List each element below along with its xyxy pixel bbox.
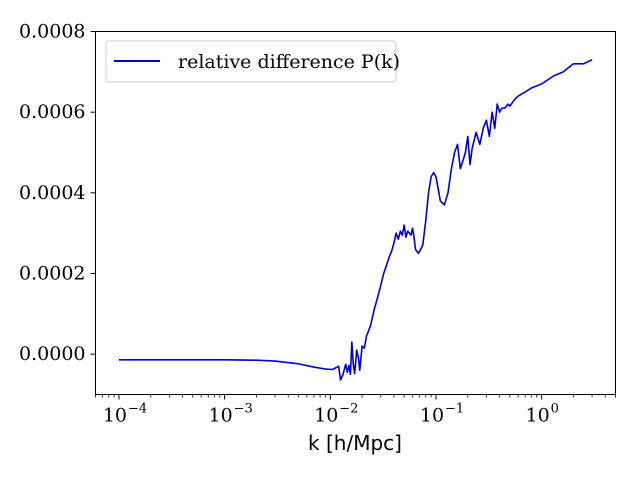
x-axis: 10 −4 10 −3 10 −2 10 −1 10 0 bbox=[95, 394, 616, 427]
x-axis-label: k [h/Mpc] bbox=[308, 431, 402, 455]
plot-frame bbox=[95, 31, 616, 395]
y-tick-label: 0.0004 bbox=[19, 182, 85, 204]
y-tick-label: 0.0006 bbox=[19, 101, 85, 123]
legend-label: relative difference P(k) bbox=[178, 51, 400, 73]
y-axis: 0.0000 0.0002 0.0004 0.0006 0.0008 bbox=[19, 21, 96, 365]
x-tick-label: 10 bbox=[526, 405, 550, 427]
x-tick-label: 10 bbox=[103, 405, 127, 427]
series-line bbox=[118, 59, 593, 381]
y-tick-label: 0.0008 bbox=[19, 21, 85, 43]
x-tick-label: 10 bbox=[420, 405, 444, 427]
x-tick-exponent: −1 bbox=[445, 402, 464, 417]
y-tick-label: 0.0002 bbox=[19, 263, 85, 285]
x-tick-exponent: −3 bbox=[234, 402, 253, 417]
legend-box bbox=[105, 40, 397, 83]
series-layer bbox=[118, 59, 593, 381]
x-tick-exponent: 0 bbox=[551, 402, 559, 417]
x-tick-exponent: −2 bbox=[339, 402, 358, 417]
x-tick-label: 10 bbox=[209, 405, 233, 427]
y-tick-label: 0.0000 bbox=[19, 343, 85, 365]
legend: relative difference P(k) bbox=[105, 40, 400, 83]
x-tick-exponent: −4 bbox=[128, 402, 147, 417]
x-tick-label: 10 bbox=[314, 405, 338, 427]
